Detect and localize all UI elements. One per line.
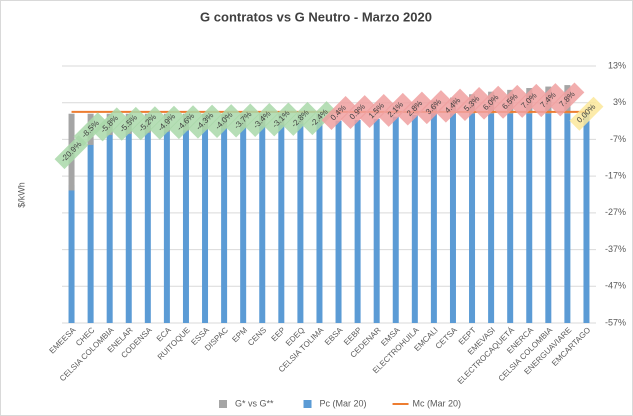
y-tick-label: -47%	[605, 281, 626, 291]
data-label-box	[435, 88, 470, 123]
bar	[221, 125, 228, 323]
data-label-box	[149, 105, 184, 140]
bar	[430, 109, 437, 323]
data-label-box	[264, 102, 299, 137]
data-label-box	[340, 95, 375, 130]
bar	[87, 140, 94, 323]
bar	[316, 121, 323, 323]
legend-label: G* vs G**	[235, 398, 274, 408]
data-label-box	[302, 101, 337, 136]
bar	[392, 116, 399, 323]
bar	[106, 129, 113, 323]
bar	[411, 114, 418, 323]
legend-swatch	[219, 400, 227, 408]
data-label-box	[226, 103, 261, 138]
y-tick-label: 3%	[613, 97, 626, 107]
data-label-box	[73, 112, 108, 147]
bar	[68, 184, 75, 323]
bar	[583, 111, 590, 324]
legend-label: Pc (Mar 20)	[320, 398, 367, 408]
data-label-box	[531, 83, 566, 118]
data-label-box	[493, 84, 528, 119]
bar	[163, 126, 170, 324]
bar	[488, 95, 495, 323]
bar	[449, 106, 456, 323]
data-label-box	[188, 104, 223, 139]
bar	[202, 125, 209, 323]
bar	[240, 125, 247, 323]
data-label-box	[321, 96, 356, 130]
data-label-box	[550, 82, 585, 117]
data-label-box	[283, 101, 318, 136]
bar	[354, 119, 361, 323]
data-label-box	[111, 106, 146, 141]
legend-label: Mc (Mar 20)	[413, 398, 462, 408]
data-label-box	[168, 105, 203, 140]
bar	[125, 129, 132, 323]
data-label-box	[359, 94, 394, 128]
y-tick-label: -7%	[610, 134, 626, 144]
bar	[526, 92, 533, 324]
data-label-box	[378, 92, 413, 127]
data-label-box	[54, 135, 89, 170]
data-label-box	[512, 83, 547, 118]
y-axis-label: $/kWh	[16, 182, 26, 208]
y-tick-label: -17%	[605, 171, 626, 181]
bar	[545, 91, 552, 323]
bar	[373, 118, 380, 324]
data-label-box	[455, 87, 490, 121]
y-tick-label: -27%	[605, 207, 626, 217]
data-label-box	[207, 104, 242, 139]
data-label-box	[245, 102, 280, 137]
bar	[469, 99, 476, 323]
data-label-box	[92, 107, 127, 142]
data-label-box	[474, 85, 509, 120]
data-label-box	[416, 90, 451, 125]
bar	[144, 128, 151, 323]
y-tick-label: -57%	[605, 317, 626, 327]
bar	[259, 125, 266, 323]
bar	[507, 94, 514, 323]
y-tick-label: 13%	[608, 60, 626, 70]
legend-swatch	[303, 400, 312, 408]
y-tick-label: -37%	[605, 244, 626, 254]
chart-title: G contratos vs G Neutro - Marzo 2020	[200, 9, 432, 24]
bar	[182, 126, 189, 324]
data-label-box	[569, 96, 604, 131]
bar	[335, 120, 342, 323]
bar	[297, 122, 304, 324]
data-label-box	[130, 106, 165, 141]
bar	[564, 90, 571, 323]
bar	[278, 124, 285, 323]
data-label-box	[397, 91, 432, 126]
